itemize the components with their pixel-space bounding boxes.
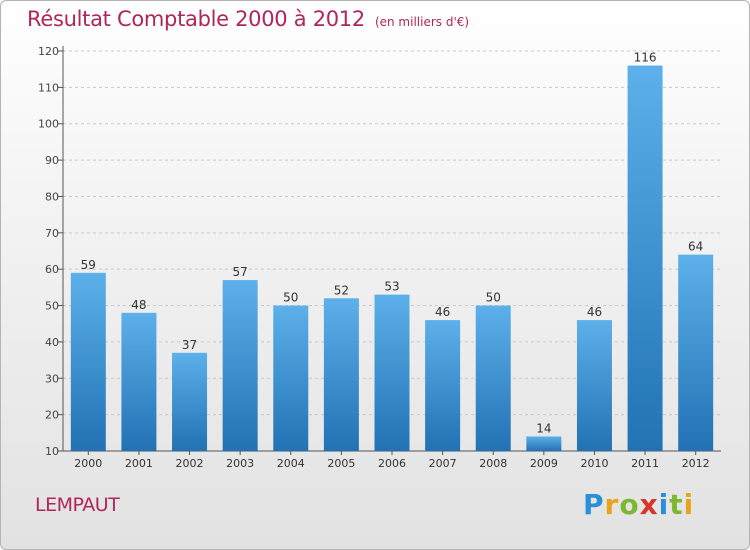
data-label: 50 <box>486 291 501 305</box>
y-tick-label: 70 <box>45 227 59 240</box>
chart-title-block: Résultat Comptable 2000 à 2012 (en millie… <box>27 7 469 31</box>
logo-letter: r <box>604 488 620 521</box>
x-tick-label: 2002 <box>176 457 204 470</box>
logo-letter: x <box>639 488 659 521</box>
data-label: 46 <box>587 305 602 319</box>
y-tick-label: 10 <box>45 445 59 458</box>
x-tick-label: 2000 <box>74 457 102 470</box>
y-tick-label: 110 <box>38 81 59 94</box>
bar-2009 <box>526 436 562 451</box>
y-tick-label: 80 <box>45 190 59 203</box>
bar-2005 <box>323 298 359 451</box>
bar-2011 <box>627 65 663 451</box>
data-label: 116 <box>634 51 657 65</box>
y-tick-label: 100 <box>38 118 59 131</box>
logo-letter: t <box>669 488 684 521</box>
bar-2001 <box>121 312 157 451</box>
x-tick-label: 2008 <box>479 457 507 470</box>
bar-2007 <box>425 320 461 451</box>
data-label: 50 <box>283 291 298 305</box>
x-tick-label: 2005 <box>327 457 355 470</box>
y-tick-label: 60 <box>45 263 59 276</box>
data-label: 37 <box>182 338 197 352</box>
data-label: 48 <box>131 298 146 312</box>
logo-letter: P <box>583 488 605 521</box>
commune-name: LEMPAUT <box>35 494 120 516</box>
x-tick-label: 2001 <box>125 457 153 470</box>
logo-letter: o <box>619 488 640 521</box>
bar-2010 <box>576 320 612 451</box>
bar-2012 <box>678 254 714 451</box>
bar-2000 <box>70 272 106 451</box>
x-tick-label: 2003 <box>226 457 254 470</box>
data-label: 57 <box>233 265 248 279</box>
y-tick-label: 50 <box>45 300 59 313</box>
logo-letter: i <box>658 488 670 521</box>
x-tick-label: 2004 <box>277 457 305 470</box>
x-tick-label: 2011 <box>631 457 659 470</box>
chart-title: Résultat Comptable 2000 à 2012 <box>27 7 365 31</box>
bar-2006 <box>374 294 410 451</box>
data-label: 59 <box>81 258 96 272</box>
y-tick-label: 20 <box>45 409 59 422</box>
data-label: 52 <box>334 283 349 297</box>
chart-subtitle: (en milliers d'€) <box>374 15 470 29</box>
data-label: 14 <box>536 421 551 435</box>
y-tick-label: 120 <box>38 45 59 58</box>
data-label: 64 <box>688 240 703 254</box>
x-tick-label: 2012 <box>682 457 710 470</box>
x-tick-label: 2007 <box>429 457 457 470</box>
bar-2002 <box>172 352 208 451</box>
x-tick-label: 2010 <box>580 457 608 470</box>
data-label: 53 <box>384 280 399 294</box>
data-label: 46 <box>435 305 450 319</box>
x-tick-label: 2006 <box>378 457 406 470</box>
y-tick-label: 40 <box>45 336 59 349</box>
bar-2004 <box>273 305 309 451</box>
bar-2008 <box>475 305 511 451</box>
y-tick-label: 90 <box>45 154 59 167</box>
y-tick-label: 30 <box>45 372 59 385</box>
logo-letter: i <box>683 488 695 521</box>
bar-2003 <box>222 280 258 451</box>
proxiti-logo: Proxiti <box>583 488 694 521</box>
x-tick-label: 2009 <box>530 457 558 470</box>
